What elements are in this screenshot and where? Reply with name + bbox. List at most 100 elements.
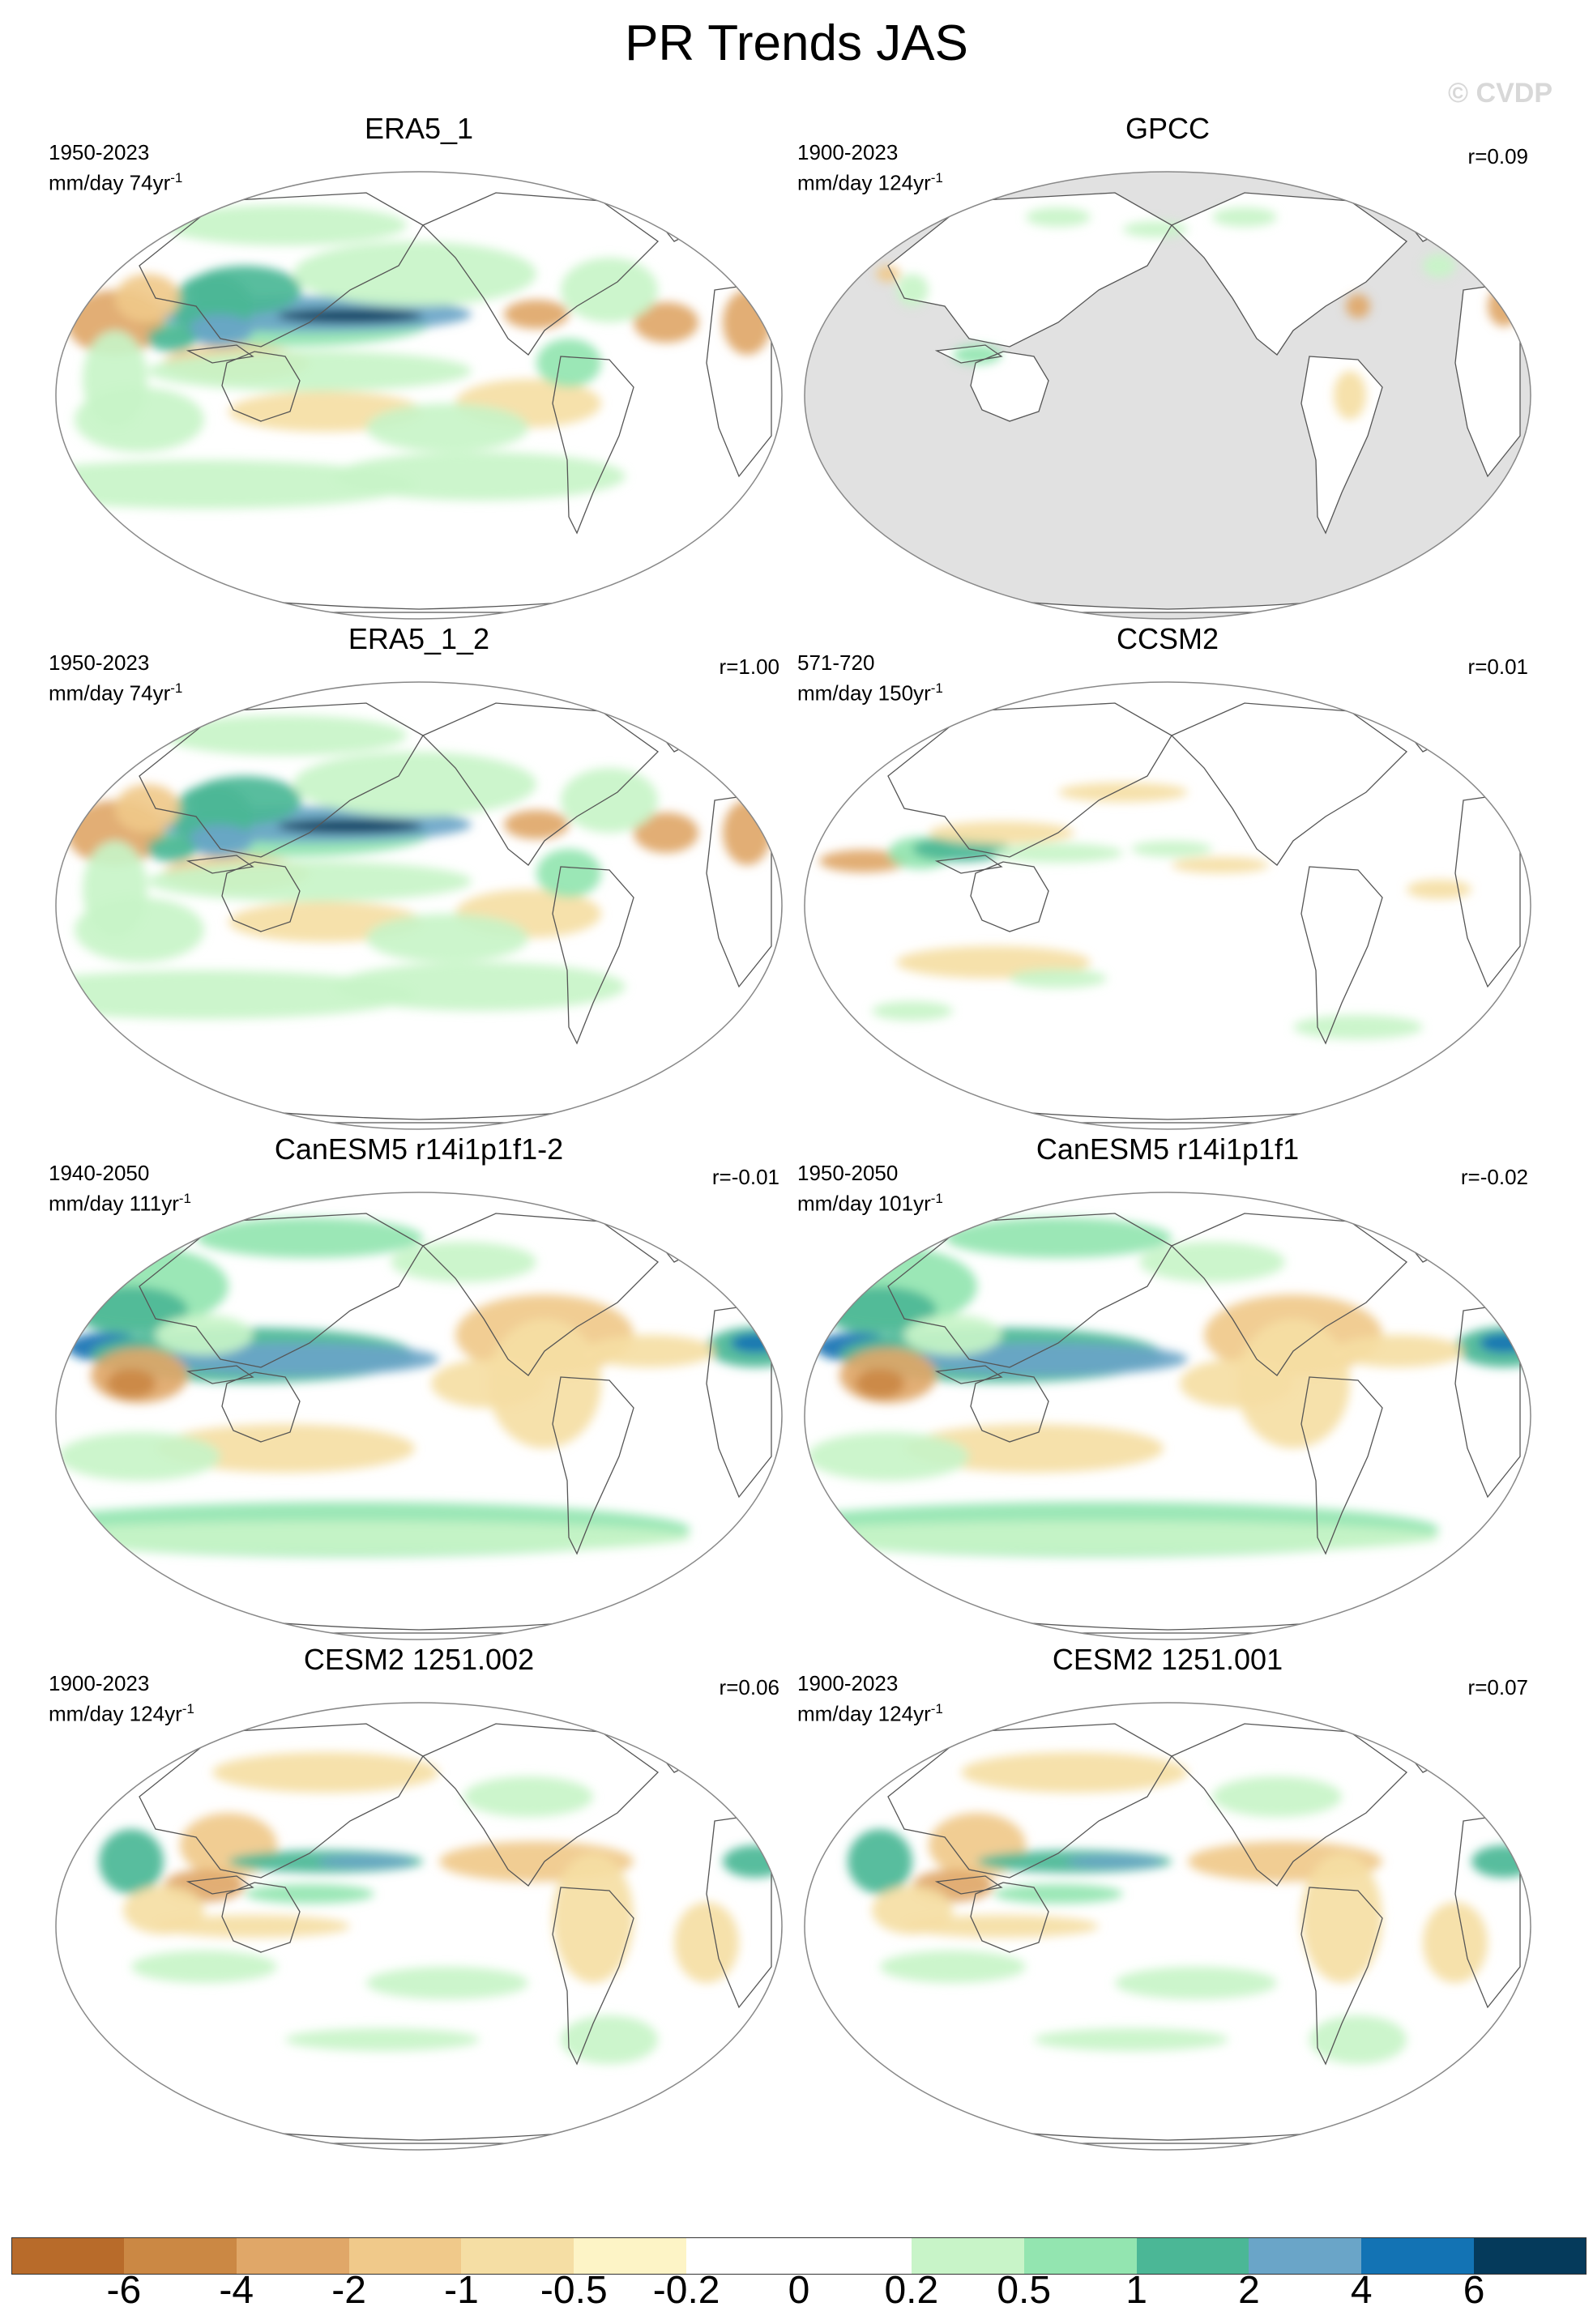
colorbar-box bbox=[911, 2237, 1025, 2275]
trend-blob bbox=[1309, 2015, 1407, 2064]
trend-blob bbox=[993, 1884, 1123, 1904]
map-border bbox=[55, 681, 783, 1130]
coast-asia bbox=[139, 1723, 424, 1878]
panel-meta: 1950-2023 mm/day 74yr-1 bbox=[49, 650, 182, 706]
panel-period: 1950-2023 bbox=[49, 140, 150, 164]
panel-title: CCSM2 bbox=[1116, 622, 1219, 655]
coast-australia bbox=[970, 1882, 1049, 1953]
trend-blob bbox=[431, 1359, 545, 1408]
trend-blob bbox=[147, 351, 472, 391]
panel-period: 1900-2023 bbox=[797, 1671, 899, 1695]
panel-title: CanESM5 r14i1p1f1 bbox=[1036, 1132, 1300, 1166]
colorbar-tick-label: 2 bbox=[1238, 2269, 1260, 2312]
colorbar-box bbox=[686, 2237, 800, 2275]
panel-meta: 1900-2023 mm/day 124yr-1 bbox=[797, 139, 943, 196]
trend-map bbox=[804, 1702, 1531, 2151]
coast-australia bbox=[221, 1371, 301, 1443]
trend-blob bbox=[674, 1902, 739, 1983]
trend-blob bbox=[1034, 2028, 1228, 2051]
trend-blob bbox=[536, 849, 601, 898]
trend-blob bbox=[156, 1915, 350, 1938]
panel-meta: 571-720 mm/day 150yr-1 bbox=[797, 650, 943, 706]
pattern-correlation: r=0.09 bbox=[1467, 144, 1528, 168]
map-border bbox=[55, 1192, 783, 1640]
map-border bbox=[804, 1702, 1531, 2151]
pattern-correlation: r=-0.02 bbox=[1460, 1165, 1528, 1189]
trend-blob bbox=[196, 1217, 423, 1258]
coast-australia bbox=[221, 861, 301, 932]
trend-blob bbox=[188, 825, 253, 857]
colorbar-box bbox=[1361, 2237, 1475, 2275]
trend-blob bbox=[504, 300, 569, 329]
trend-blob bbox=[366, 914, 528, 962]
trend-blob bbox=[1026, 207, 1091, 227]
trend-blob bbox=[1471, 1845, 1531, 1878]
trend-blob bbox=[1423, 1902, 1488, 1983]
colorbar-box bbox=[123, 2237, 237, 2275]
trend-blob bbox=[212, 1752, 439, 1793]
trend-blob bbox=[147, 861, 472, 902]
trend-blob bbox=[504, 810, 569, 839]
map-panel: ERA5_1 1950-2023 mm/day 74yr-1 bbox=[42, 112, 796, 620]
coastlines bbox=[845, 192, 1521, 613]
trend-blob bbox=[99, 1829, 164, 1894]
trend-map bbox=[55, 1702, 783, 2151]
trend-blob bbox=[634, 302, 698, 343]
panel-units: mm/day 74yr-1 bbox=[49, 165, 182, 196]
panel-title: GPCC bbox=[1125, 112, 1210, 145]
trend-blob bbox=[1423, 254, 1455, 278]
trend-blob bbox=[561, 768, 658, 833]
trend-blob bbox=[807, 1432, 969, 1481]
panel-units-exponent: -1 bbox=[182, 1701, 194, 1716]
trend-blob bbox=[245, 1884, 374, 1904]
trend-blob bbox=[1293, 1015, 1423, 1039]
trend-blob bbox=[164, 715, 407, 756]
coast-australia bbox=[970, 1371, 1049, 1443]
trend-blob bbox=[131, 1951, 277, 1983]
coast-indonesia bbox=[186, 344, 254, 364]
pattern-correlation: r=1.00 bbox=[719, 655, 779, 679]
trend-blob bbox=[1010, 969, 1107, 988]
trend-blob bbox=[1334, 371, 1366, 420]
trend-blob bbox=[107, 1369, 156, 1398]
coast-samerica bbox=[1300, 866, 1383, 1045]
trend-blob bbox=[880, 1951, 1026, 1983]
trend-blob bbox=[56, 970, 415, 1019]
trend-blobs bbox=[819, 782, 1471, 1039]
panel-units-exponent: -1 bbox=[930, 680, 943, 696]
coast-samerica bbox=[552, 356, 634, 535]
trend-blob bbox=[805, 1521, 1439, 1554]
trend-blob bbox=[1346, 294, 1370, 318]
map-panel: CESM2 1251.001 1900-2023 mm/day 124yr-1 r=0… bbox=[791, 1643, 1544, 2151]
trend-blob bbox=[848, 1829, 912, 1894]
trend-blob bbox=[585, 1335, 715, 1367]
trend-map bbox=[55, 171, 783, 620]
coast-asia bbox=[887, 192, 1172, 348]
trend-blob bbox=[56, 460, 415, 509]
trend-blob bbox=[156, 1315, 253, 1355]
trend-blob bbox=[723, 1845, 782, 1878]
coast-namerica bbox=[1170, 1723, 1408, 1887]
colorbar-box bbox=[1023, 2237, 1138, 2275]
trend-blob bbox=[561, 258, 658, 322]
figure-title: PR Trends JAS bbox=[625, 15, 968, 71]
trend-blob bbox=[1212, 207, 1277, 227]
trend-blob bbox=[993, 843, 1123, 863]
panel-units: mm/day 101yr-1 bbox=[797, 1186, 943, 1217]
panel-units: mm/day 124yr-1 bbox=[797, 1696, 943, 1727]
land-australia bbox=[971, 352, 1048, 421]
colorbar-tick-label: -4 bbox=[219, 2269, 254, 2312]
trend-blob bbox=[1480, 1333, 1528, 1353]
trend-map bbox=[55, 681, 783, 1130]
trend-blob bbox=[277, 819, 423, 834]
trend-blob bbox=[536, 339, 601, 387]
map-panel: CanESM5 r14i1p1f1-2 1940-2050 mm/day 111yr… bbox=[42, 1132, 796, 1640]
trend-blob bbox=[1301, 1853, 1382, 1983]
map-panel: CanESM5 r14i1p1f1 1950-2050 mm/day 101yr-1… bbox=[791, 1132, 1544, 1640]
trend-blob bbox=[318, 1855, 415, 1868]
trend-blob bbox=[277, 309, 423, 323]
colorbar-box bbox=[348, 2237, 462, 2275]
trend-blob bbox=[1407, 880, 1471, 899]
trend-blob bbox=[856, 1369, 904, 1398]
colorbar-box bbox=[461, 2237, 574, 2275]
